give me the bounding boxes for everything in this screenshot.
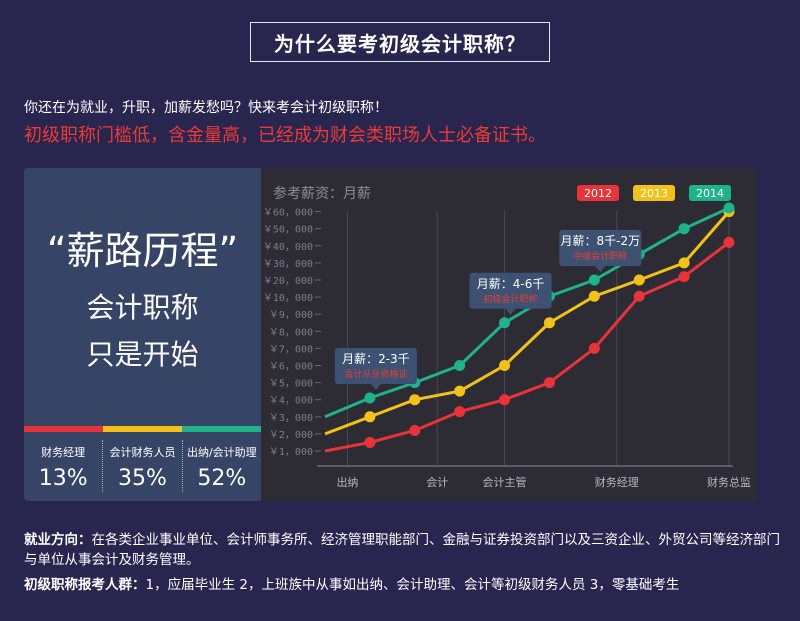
stat-value: 35% [118, 466, 167, 491]
chart-title: 参考薪资：月薪 [273, 185, 371, 202]
annotation-subtitle: 中级会计职称 [573, 250, 627, 262]
y-tick-label: ￥20，000 [263, 276, 313, 287]
slogan-line3: 只是开始 [86, 338, 199, 371]
legend-swatch-2012 [577, 185, 619, 201]
legend-swatch-2014 [689, 185, 731, 201]
highlight-text: 初级职称门槛低，含金量高，已经成为财会类职场人士必备证书。 [24, 125, 546, 146]
y-tick-label: ￥60，000 [263, 208, 313, 219]
data-point-2012 [723, 236, 735, 248]
annotation-title: 月薪：4-6千 [477, 277, 545, 291]
annotation-subtitle: 初级会计职称 [484, 293, 538, 305]
y-tick-label: ￥1，000 [269, 447, 313, 458]
series-line-2013 [324, 210, 731, 436]
annotation-title: 月薪：2-3千 [342, 352, 410, 366]
data-point-2014 [454, 360, 466, 371]
data-point-2013 [678, 257, 690, 269]
color-bar-yellow [103, 426, 182, 432]
data-point-2012 [499, 394, 511, 406]
x-tick-label: 财务经理 [595, 475, 639, 489]
data-point-2014 [364, 392, 376, 404]
data-point-2013 [454, 385, 466, 397]
color-bar-red [24, 426, 103, 432]
data-point-2013 [364, 411, 376, 423]
y-tick-label: ￥5，000 [269, 379, 313, 390]
x-tick-label: 财务总监 [707, 475, 751, 489]
data-point-2012 [678, 271, 690, 283]
series-line-2012 [324, 241, 730, 453]
legend-label-2013: 2013 [640, 187, 668, 200]
legend-label-2012: 2012 [584, 187, 612, 200]
y-tick-label: ￥2，000 [269, 430, 313, 441]
y-tick-label: ￥9，000 [269, 310, 313, 321]
stat-manager: 财务经理 13% [24, 440, 104, 492]
data-point-2012 [543, 377, 555, 389]
stat-cashier: 出纳/会计助理 52% [183, 440, 261, 492]
x-tick-label: 会计主管 [483, 475, 527, 489]
y-tick-label: ￥40，000 [263, 242, 313, 253]
x-tick-label: 出纳 [336, 475, 358, 489]
stat-value: 52% [197, 466, 247, 491]
data-point-2014 [588, 274, 600, 286]
y-tick-label: ￥3，000 [269, 413, 313, 424]
color-bar-green [182, 426, 261, 432]
audience-paragraph: 初级职称报考人群：1，应届毕业生 2，上班族中从事如出纳、会计助理、会计等初级财… [24, 575, 784, 595]
annotation-title: 月薪：8千-2万 [561, 234, 641, 248]
slogan-line1: “薪路历程” [46, 229, 239, 273]
intro-text: 你还在为就业，升职，加薪发愁吗？快来考会计初级职称！ [24, 100, 388, 116]
audience-label: 初级职称报考人群： [24, 577, 146, 593]
data-point-2012 [364, 436, 376, 448]
stat-label: 会计财务人员 [109, 446, 176, 459]
stat-value: 13% [38, 466, 88, 491]
data-point-2014 [678, 223, 690, 235]
stat-label: 财务经理 [41, 446, 86, 459]
audience-text: 1，应届毕业生 2，上班族中从事如出纳、会计助理、会计等初级财务人员 3，零基础… [145, 577, 680, 593]
data-point-2013 [499, 360, 511, 371]
slogan-line2: 会计职称 [86, 291, 199, 324]
data-point-2012 [409, 424, 421, 436]
annotation-subtitle: 会计从业资格证 [344, 368, 407, 380]
legend-label-2014: 2014 [696, 187, 724, 200]
annotation-pointer [370, 383, 381, 390]
color-bars [24, 426, 261, 432]
career-paragraph: 就业方向：在各类企业事业单位、会计师事务所、经济管理职能部门、金融与证券投资部门… [24, 530, 784, 570]
data-point-2012 [633, 290, 645, 302]
stat-label: 出纳/会计助理 [186, 446, 257, 459]
annotation-box [469, 272, 552, 309]
page-title: 为什么要考初级会计职称？ [250, 22, 550, 62]
salary-line-chart: 参考薪资：月薪 ￥1，000 ￥2，000 ￥3，000 ￥4，000 ￥5，000 ￥6，… [263, 185, 751, 489]
annotation-box [559, 230, 642, 266]
x-tick-label: 会计 [426, 476, 448, 489]
left-card: “薪路历程” 会计职称 只是开始 财务经理 13% 会计财务人员 35% 出纳/… [24, 168, 261, 501]
data-point-2014 [499, 317, 511, 329]
data-point-2013 [633, 274, 645, 286]
annotation-pointer [505, 308, 516, 315]
series-line-2014 [324, 206, 730, 419]
y-tick-label: ￥4，000 [269, 396, 313, 407]
career-label: 就业方向： [24, 532, 92, 548]
career-text: 在各类企业事业单位、会计师事务所、经济管理职能部门、金融与证券投资部门以及三资企… [24, 532, 780, 568]
annotation-box [334, 347, 417, 384]
legend-swatch-2013 [633, 185, 675, 201]
stat-accountant: 会计财务人员 35% [103, 440, 183, 492]
data-point-2012 [588, 342, 600, 354]
y-tick-label: ￥6，000 [269, 362, 313, 373]
annotation-pointer [595, 266, 606, 272]
y-tick-label: ￥30，000 [263, 259, 313, 270]
y-tick-label: ￥7，000 [269, 344, 313, 355]
stats-row: 财务经理 13% 会计财务人员 35% 出纳/会计助理 52% [24, 440, 261, 492]
y-tick-label: ￥10，000 [263, 293, 313, 304]
data-point-2013 [409, 394, 421, 406]
y-tick-label: ￥8，000 [269, 327, 313, 338]
data-point-2013 [543, 317, 555, 329]
data-point-2012 [454, 406, 466, 418]
y-tick-label: ￥50，000 [263, 225, 313, 236]
data-point-2013 [588, 290, 600, 302]
data-point-2014 [723, 202, 735, 214]
